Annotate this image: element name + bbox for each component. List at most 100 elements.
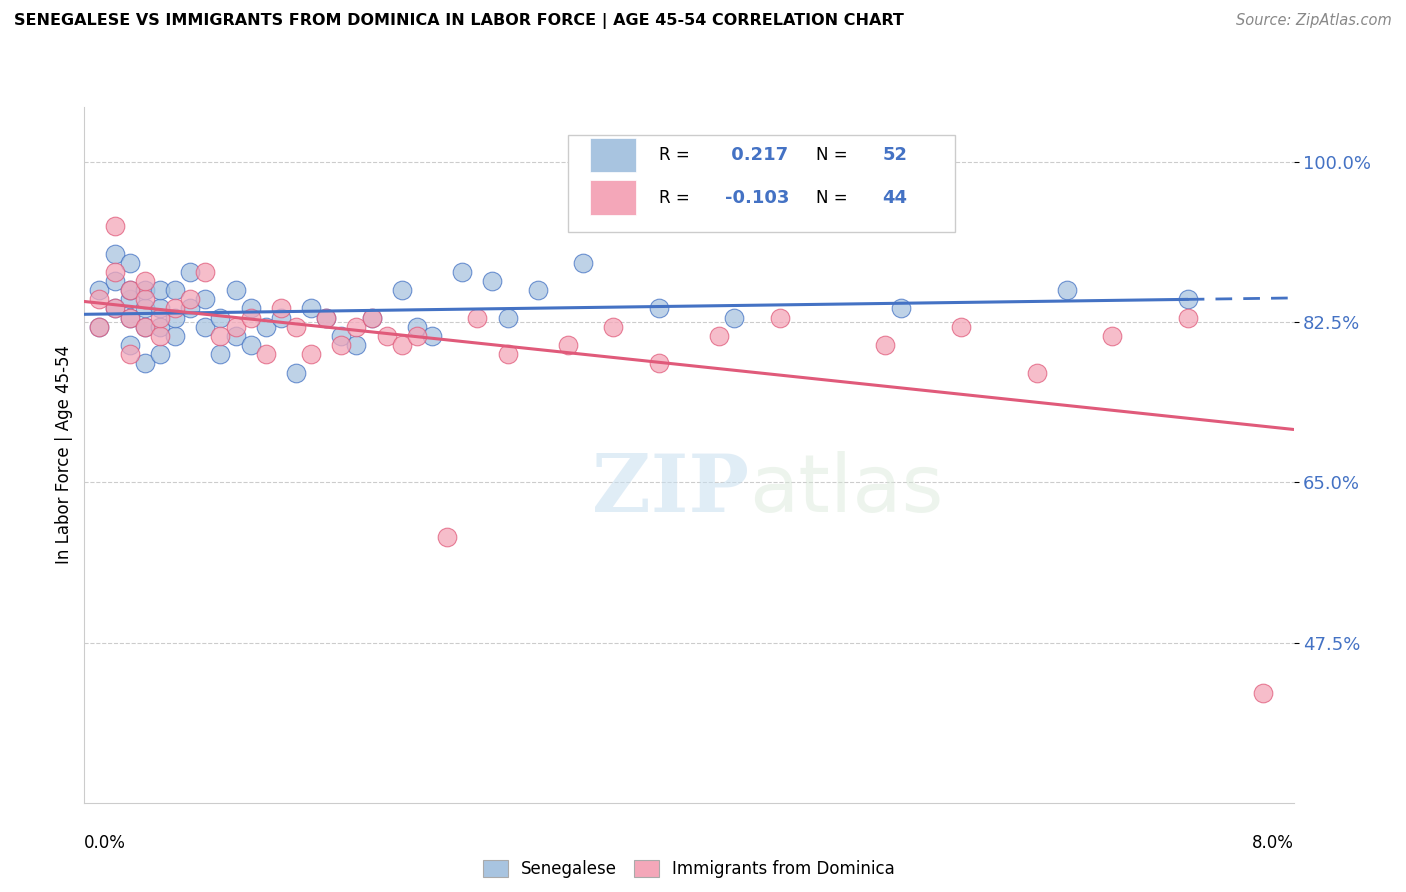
Point (194, 293, 217, 307)
Point (104, 274, 127, 288)
Point (451, 265, 474, 279)
Text: ZIP: ZIP (592, 450, 749, 529)
Text: 0.217: 0.217 (725, 145, 789, 164)
Point (496, 347, 519, 361)
Point (194, 265, 217, 279)
Text: N =: N = (815, 188, 848, 207)
Point (572, 255, 595, 269)
Point (346, 319, 368, 334)
Point (436, 530, 458, 544)
Point (557, 338, 579, 352)
Text: Source: ZipAtlas.com: Source: ZipAtlas.com (1236, 13, 1392, 29)
Point (225, 283, 247, 297)
Point (315, 310, 337, 325)
Text: SENEGALESE VS IMMIGRANTS FROM DOMINICA IN LABOR FORCE | AGE 45-54 CORRELATION CH: SENEGALESE VS IMMIGRANTS FROM DOMINICA I… (14, 13, 904, 29)
Point (149, 301, 172, 316)
Point (254, 319, 277, 334)
Point (165, 329, 187, 343)
Point (209, 329, 232, 343)
Point (89, 283, 111, 297)
Point (104, 301, 127, 316)
Point (149, 310, 172, 325)
Text: N =: N = (815, 145, 848, 164)
Point (1101, 329, 1123, 343)
Point (104, 265, 127, 279)
Text: 44: 44 (883, 188, 907, 207)
Point (375, 329, 398, 343)
Point (225, 329, 247, 343)
Point (527, 283, 550, 297)
Point (134, 356, 156, 370)
Point (1177, 293, 1199, 307)
Point (134, 319, 156, 334)
Point (890, 301, 912, 316)
Text: 8.0%: 8.0% (1251, 834, 1294, 852)
Point (118, 293, 141, 307)
Point (315, 310, 337, 325)
Point (406, 319, 429, 334)
Point (118, 310, 141, 325)
Point (134, 274, 156, 288)
Text: atlas: atlas (749, 450, 943, 529)
FancyBboxPatch shape (568, 135, 955, 232)
Point (165, 283, 187, 297)
Point (89, 293, 111, 307)
Point (647, 301, 671, 316)
Point (149, 319, 172, 334)
Point (104, 301, 127, 316)
Point (89, 319, 111, 334)
Point (149, 347, 172, 361)
Point (149, 329, 172, 343)
Point (118, 283, 141, 297)
Point (270, 301, 292, 316)
Text: 0.0%: 0.0% (84, 834, 127, 852)
Point (179, 293, 201, 307)
Point (360, 310, 382, 325)
Text: R =: R = (659, 145, 689, 164)
Point (299, 347, 322, 361)
Point (284, 366, 308, 380)
Point (406, 329, 429, 343)
Point (1056, 283, 1078, 297)
Point (360, 310, 382, 325)
Point (134, 319, 156, 334)
Point (496, 310, 519, 325)
Point (481, 274, 503, 288)
Point (239, 310, 262, 325)
FancyBboxPatch shape (589, 180, 636, 215)
Point (950, 319, 973, 334)
Point (391, 338, 413, 352)
Point (284, 319, 308, 334)
Point (209, 347, 232, 361)
Point (104, 219, 127, 233)
Point (209, 310, 232, 325)
Point (602, 319, 624, 334)
Point (709, 329, 731, 343)
Point (89, 319, 111, 334)
Point (118, 347, 141, 361)
Point (239, 301, 262, 316)
Point (723, 310, 745, 325)
Point (194, 319, 217, 334)
Point (270, 310, 292, 325)
Point (118, 255, 141, 269)
Point (104, 246, 127, 260)
Point (391, 283, 413, 297)
Point (134, 283, 156, 297)
Point (346, 338, 368, 352)
Point (165, 310, 187, 325)
Point (179, 301, 201, 316)
Point (134, 293, 156, 307)
Point (769, 310, 792, 325)
Text: R =: R = (659, 188, 689, 207)
Point (875, 338, 897, 352)
Legend: Senegalese, Immigrants from Dominica: Senegalese, Immigrants from Dominica (477, 854, 901, 885)
FancyBboxPatch shape (589, 137, 636, 172)
Point (330, 329, 353, 343)
Point (225, 319, 247, 334)
Point (299, 301, 322, 316)
Point (467, 310, 489, 325)
Text: 52: 52 (883, 145, 907, 164)
Point (118, 310, 141, 325)
Point (118, 338, 141, 352)
